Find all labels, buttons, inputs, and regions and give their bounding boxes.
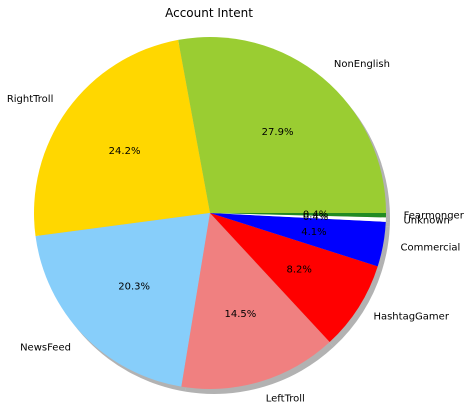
percent-label-commercial: 4.1% [301, 227, 326, 238]
slice-fearmonger [210, 213, 386, 218]
percent-label-fearmonger: 0.4% [303, 209, 328, 220]
percent-label-unknown: 0.4% [303, 212, 328, 223]
category-label-nonenglish: NonEnglish [334, 59, 390, 70]
slice-unknown [210, 213, 386, 222]
category-label-fearmonger: Fearmonger [404, 210, 465, 221]
category-label-newsfeed: NewsFeed [20, 343, 71, 354]
chart-title: Account Intent [165, 6, 253, 20]
category-label-righttroll: RightTroll [7, 94, 54, 105]
percent-label-lefttroll: 14.5% [225, 309, 257, 320]
slice-hashtaggamer [210, 213, 378, 343]
pie-labels: NonEnglish 27.9% RightTroll 24.2% NewsFeed 20… [7, 59, 465, 404]
slice-righttroll [33, 39, 210, 237]
slice-newsfeed [35, 213, 210, 387]
percent-label-newsfeed: 20.3% [118, 281, 150, 292]
slice-commercial [210, 213, 386, 267]
category-label-hashtaggamer: HashtagGamer [373, 312, 449, 323]
slice-nonenglish [178, 36, 386, 213]
category-label-commercial: Commercial [401, 242, 461, 253]
pie-slices [33, 36, 386, 390]
category-label-unknown: Unknown [403, 215, 449, 226]
percent-label-righttroll: 24.2% [109, 146, 141, 157]
percent-label-nonenglish: 27.9% [262, 127, 294, 138]
category-label-lefttroll: LeftTroll [266, 393, 305, 404]
percent-label-hashtaggamer: 8.2% [286, 265, 311, 276]
slice-lefttroll [181, 213, 330, 390]
